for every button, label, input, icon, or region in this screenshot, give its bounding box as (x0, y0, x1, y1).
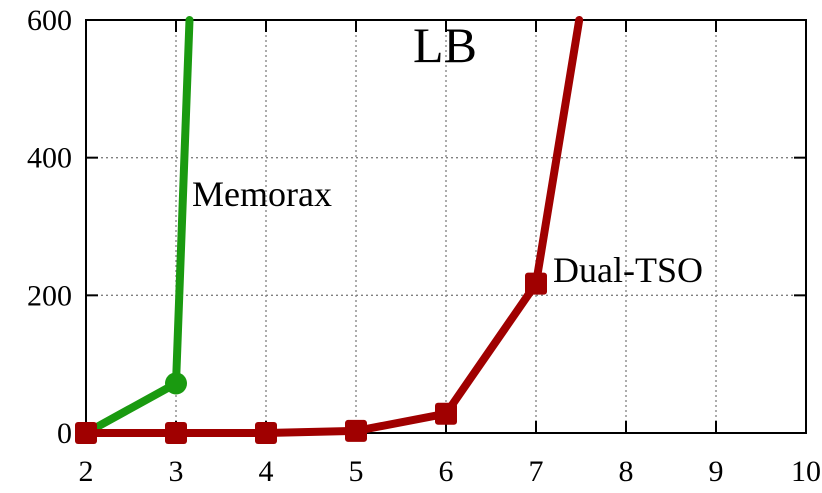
data-point (165, 422, 187, 444)
x-tick-label: 3 (169, 455, 184, 488)
data-point (165, 372, 187, 395)
series-label: Memorax (192, 174, 332, 214)
x-tick-label: 8 (619, 455, 634, 488)
data-point (525, 272, 547, 295)
x-tick-label: 2 (79, 455, 94, 488)
plot-frame (85, 19, 807, 434)
x-tick-label: 9 (709, 455, 724, 488)
y-tick-label: 600 (27, 4, 72, 37)
x-tick-label: 7 (529, 455, 544, 488)
series-memorax: Memorax (75, 16, 332, 444)
series-dual-tso: Dual-TSO (75, 16, 703, 444)
x-tick-label: 4 (259, 455, 274, 488)
x-tick-label: 6 (439, 455, 454, 488)
series-layer: Memorax Dual-TSO (75, 16, 703, 444)
x-tick-label: 10 (791, 455, 821, 488)
series-line (82, 16, 194, 437)
data-point (255, 422, 277, 444)
y-tick-label: 0 (57, 417, 72, 450)
y-tick-label: 200 (27, 279, 72, 312)
y-tick-label: 400 (27, 142, 72, 175)
series-line (82, 16, 584, 437)
data-point (435, 402, 457, 425)
grid (86, 20, 806, 433)
data-point (345, 419, 367, 442)
series-label: Dual-TSO (553, 250, 703, 290)
x-tick-label: 5 (349, 455, 364, 488)
chart-title: LB (413, 17, 477, 73)
data-point (75, 422, 97, 444)
axes: 2 3 4 5 6 7 8 9 10 0 200 400 600 (27, 4, 821, 488)
